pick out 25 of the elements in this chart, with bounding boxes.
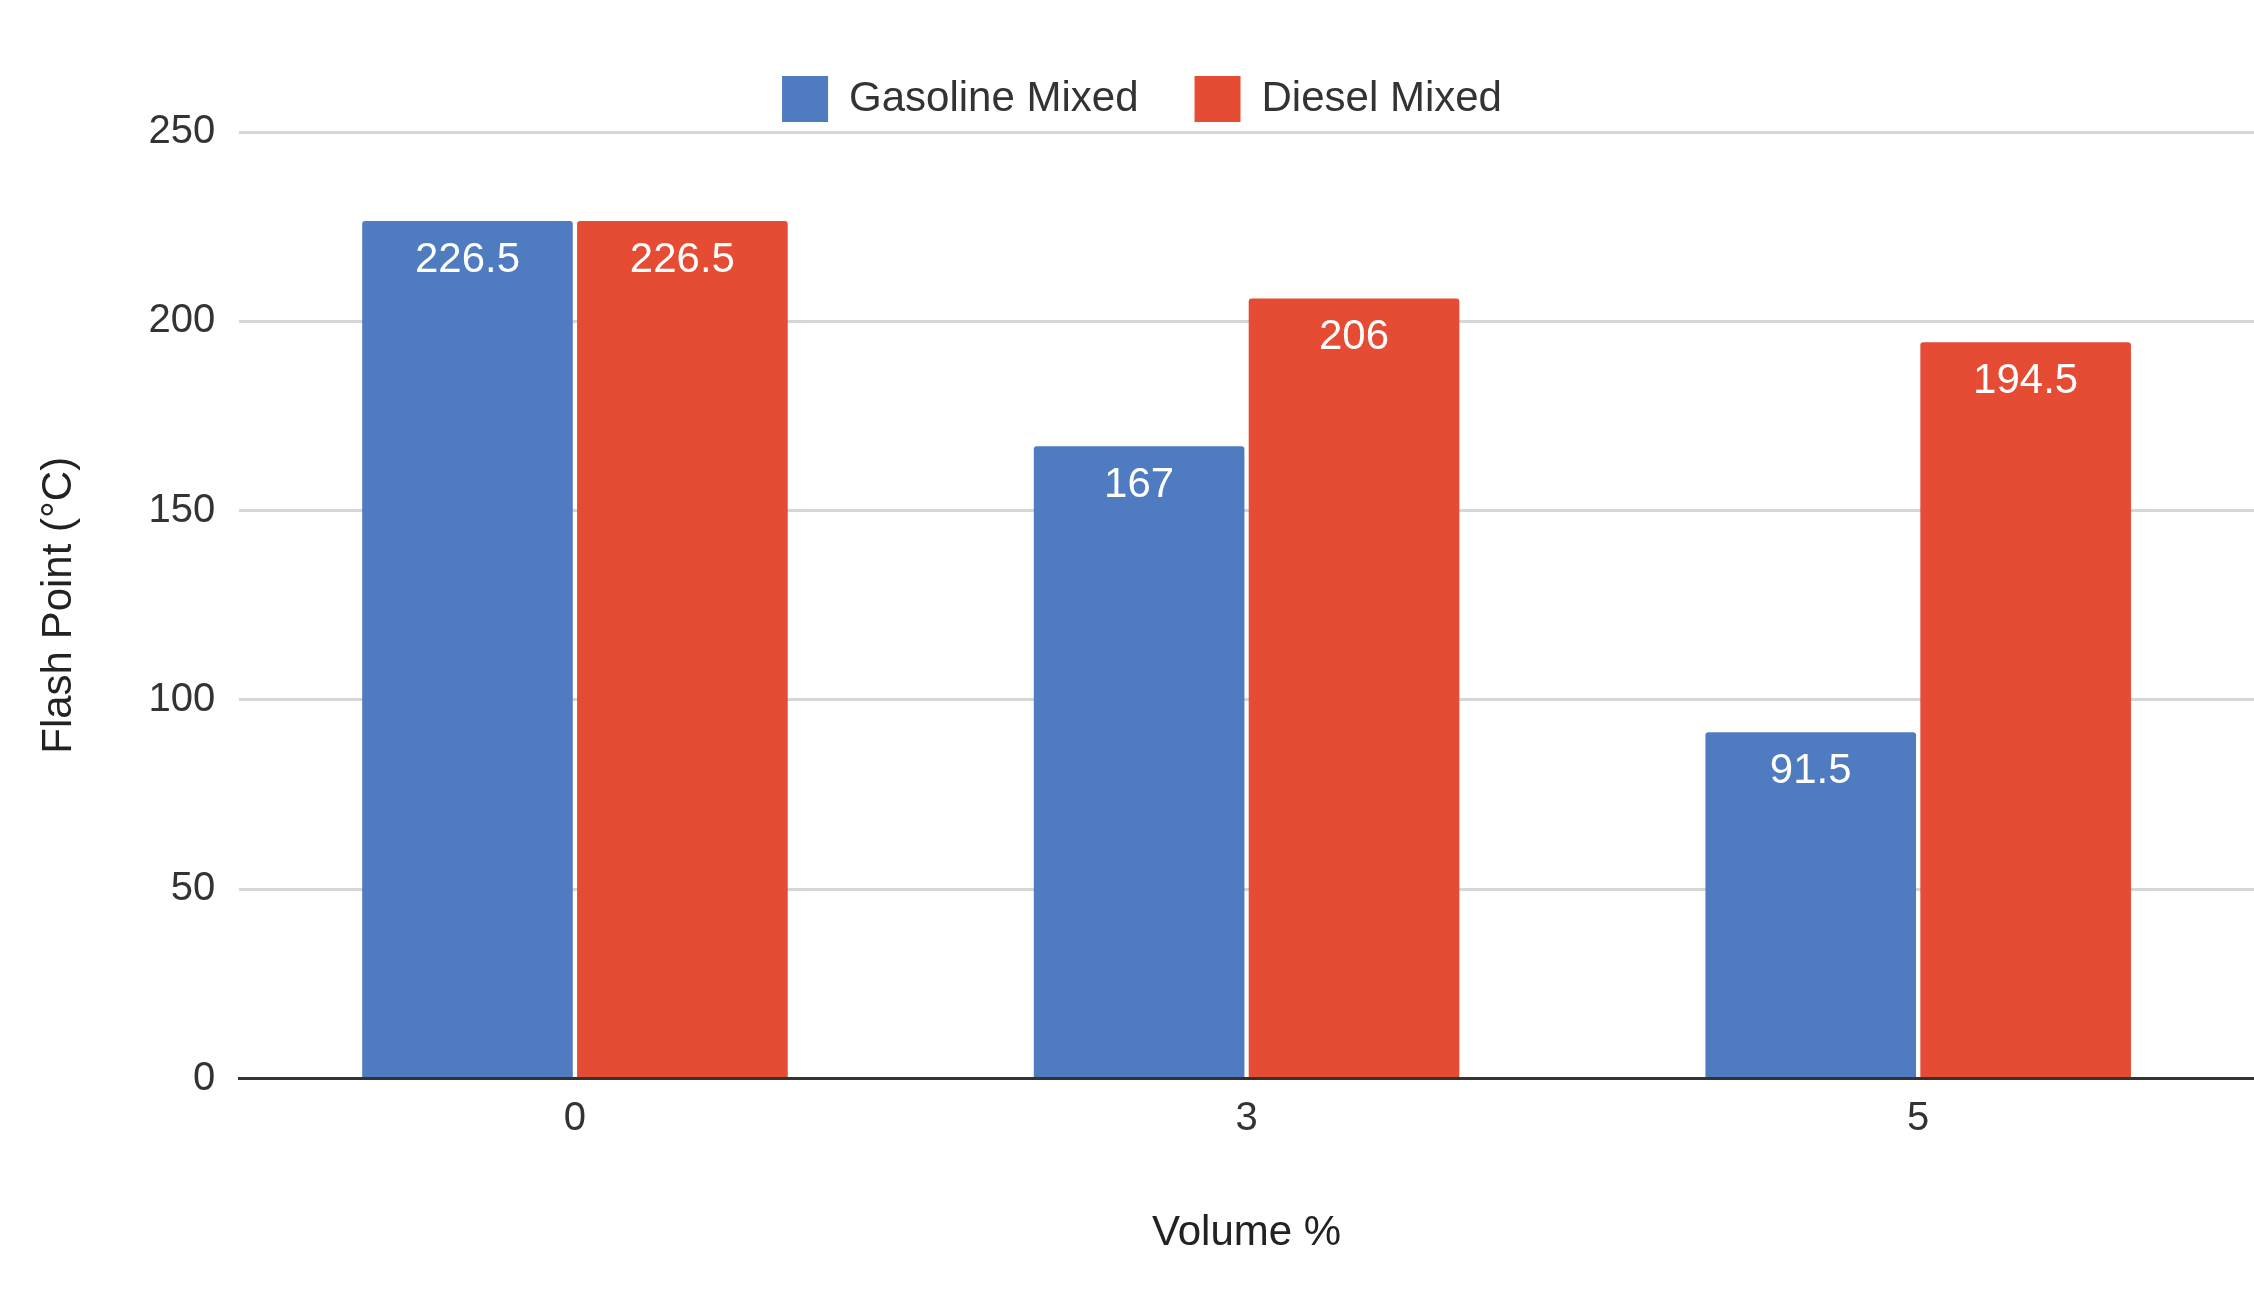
x-tick-label: 0	[563, 1093, 587, 1138]
legend-label: Diesel Mixed	[1261, 72, 1502, 120]
y-tick-label: 200	[148, 296, 216, 341]
data-label: 194.5	[1973, 354, 2079, 402]
legend-label: Gasoline Mixed	[849, 72, 1139, 120]
x-tick-label: 3	[1235, 1093, 1258, 1138]
bar	[577, 220, 788, 1078]
y-tick-label: 250	[148, 107, 216, 152]
y-tick-label: 150	[148, 485, 216, 530]
data-label: 206	[1318, 311, 1390, 359]
bar	[362, 220, 573, 1078]
bar	[1248, 298, 1460, 1078]
y-tick-label: 0	[192, 1053, 216, 1098]
y-tick-label: 100	[148, 674, 216, 719]
y-tick-label: 50	[170, 864, 216, 909]
bar	[1033, 446, 1245, 1078]
bar	[1705, 732, 1917, 1078]
x-tick-label: 5	[1907, 1093, 1930, 1138]
data-label: 91.5	[1769, 744, 1852, 792]
data-label: 167	[1104, 458, 1175, 506]
y-axis-title: Flash Point (°C)	[32, 456, 80, 754]
data-label: 226.5	[629, 233, 735, 281]
bar	[1920, 342, 2131, 1078]
data-label: 226.5	[414, 233, 521, 281]
x-axis-title: Volume %	[1152, 1207, 1342, 1255]
